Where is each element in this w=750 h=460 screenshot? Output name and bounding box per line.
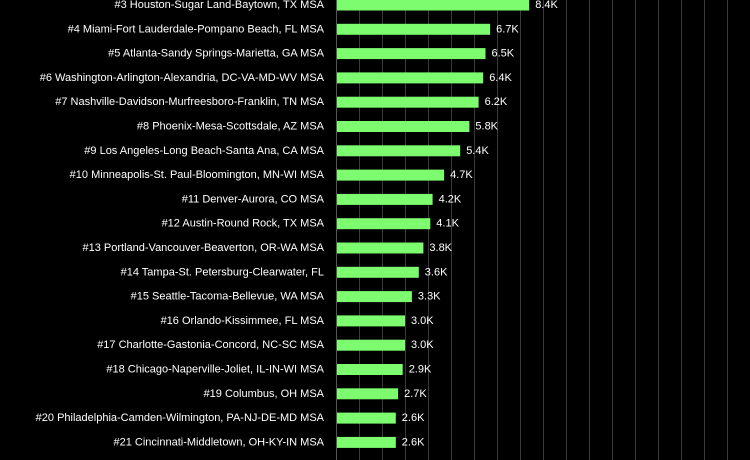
bar [337, 339, 405, 351]
bar [337, 193, 433, 205]
bar [337, 364, 403, 375]
data-label: 2.9K [409, 364, 432, 376]
category-label: #8 Phoenix-Mesa-Scottsdale, AZ MSA [137, 121, 325, 133]
bar [337, 242, 424, 254]
bar [337, 48, 486, 60]
data-label: 6.7K [496, 23, 519, 35]
data-label: 6.4K [489, 72, 512, 84]
data-label: 8.4K [535, 0, 558, 11]
category-label: #9 Los Angeles-Long Beach-Santa Ana, CA … [84, 145, 324, 157]
bar [337, 23, 491, 35]
data-label: 3.0K [411, 315, 434, 327]
category-label: #10 Minneapolis-St. Paul-Bloomington, MN… [70, 169, 325, 181]
category-label: #18 Chicago-Naperville-Joliet, IL-IN-WI … [106, 364, 324, 376]
bars-group [337, 0, 530, 448]
bar [337, 96, 479, 108]
bar [337, 145, 461, 157]
category-label: #21 Cincinnati-Middletown, OH-KY-IN MSA [113, 436, 324, 448]
value-labels: 8.4K 6.7K 6.5K 6.4K 6.2K 5.8K 5.4K 4.7K 4.2K 4.1K… [402, 0, 559, 448]
bar [337, 266, 419, 278]
data-label: 2.6K [402, 436, 425, 448]
category-label: #5 Atlanta-Sandy Springs-Marietta, GA MS… [108, 48, 324, 60]
data-label: 3.3K [418, 291, 441, 303]
data-label: 6.2K [485, 96, 508, 108]
bar [337, 169, 445, 181]
category-label: #7 Nashville-Davidson-Murfreesboro-Frank… [55, 96, 324, 108]
category-label: #14 Tampa-St. Petersburg-Clearwater, FL [121, 266, 324, 278]
category-label: #13 Portland-Vancouver-Beaverton, OR-WA … [83, 242, 325, 254]
category-label: #15 Seattle-Tacoma-Bellevue, WA MSA [131, 291, 325, 303]
category-label: #6 Washington-Arlington-Alexandria, DC-V… [40, 72, 325, 84]
data-label: 2.6K [402, 412, 425, 424]
bar [337, 0, 530, 11]
data-label: 3.6K [425, 266, 448, 278]
bar [337, 436, 396, 448]
bar [337, 412, 396, 424]
bar [337, 291, 412, 303]
data-label: 3.0K [411, 339, 434, 351]
bar [337, 121, 470, 132]
bar [337, 315, 405, 327]
category-label: #12 Austin-Round Rock, TX MSA [162, 218, 325, 230]
category-labels: #3 Houston-Sugar Land-Baytown, TX MSA #4 … [36, 0, 325, 448]
bar [337, 218, 431, 230]
category-label: #20 Philadelphia-Camden-Wilmington, PA-N… [36, 412, 325, 424]
data-label: 4.7K [450, 169, 473, 181]
category-label: #3 Houston-Sugar Land-Baytown, TX MSA [114, 0, 324, 11]
category-label: #17 Charlotte-Gastonia-Concord, NC-SC MS… [97, 339, 324, 351]
bar [337, 388, 399, 400]
data-label: 3.8K [429, 242, 452, 254]
data-label: 5.8K [475, 121, 498, 133]
data-label: 4.1K [436, 218, 459, 230]
category-label: #19 Columbus, OH MSA [204, 388, 325, 400]
category-label: #11 Denver-Aurora, CO MSA [182, 193, 325, 205]
data-label: 5.4K [466, 145, 489, 157]
data-label: 2.7K [404, 388, 427, 400]
category-label: #4 Miami-Fort Lauderdale-Pompano Beach, … [68, 23, 325, 35]
data-label: 6.5K [492, 48, 515, 60]
data-label: 4.2K [439, 193, 462, 205]
category-label: #16 Orlando-Kissimmee, FL MSA [161, 315, 325, 327]
bar [337, 72, 484, 84]
